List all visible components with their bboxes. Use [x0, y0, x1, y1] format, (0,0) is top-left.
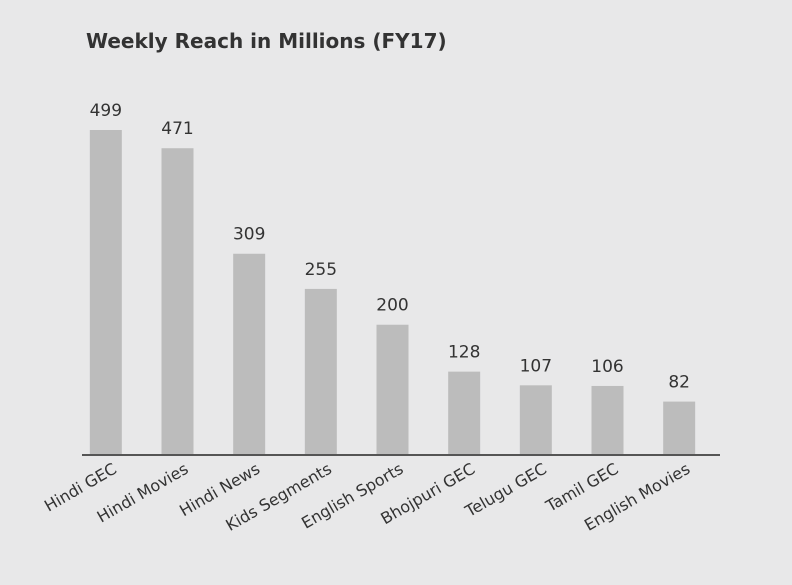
- data-label: 471: [161, 119, 193, 139]
- bar: [591, 385, 624, 455]
- data-label: 82: [668, 373, 690, 393]
- data-label: 106: [591, 357, 623, 377]
- bar: [89, 130, 122, 455]
- data-label: 200: [376, 296, 408, 316]
- data-label: 309: [233, 225, 265, 245]
- data-label: 499: [90, 101, 122, 121]
- data-label: 255: [305, 260, 337, 280]
- bar: [663, 401, 696, 455]
- data-label: 107: [520, 356, 552, 376]
- bar: [376, 324, 409, 455]
- bar: [304, 288, 337, 455]
- bar: [161, 148, 194, 456]
- bar: [233, 253, 266, 455]
- bar: [519, 385, 552, 455]
- bar: [448, 371, 481, 455]
- chart-title: Weekly Reach in Millions (FY17): [86, 29, 447, 53]
- data-label: 128: [448, 343, 480, 363]
